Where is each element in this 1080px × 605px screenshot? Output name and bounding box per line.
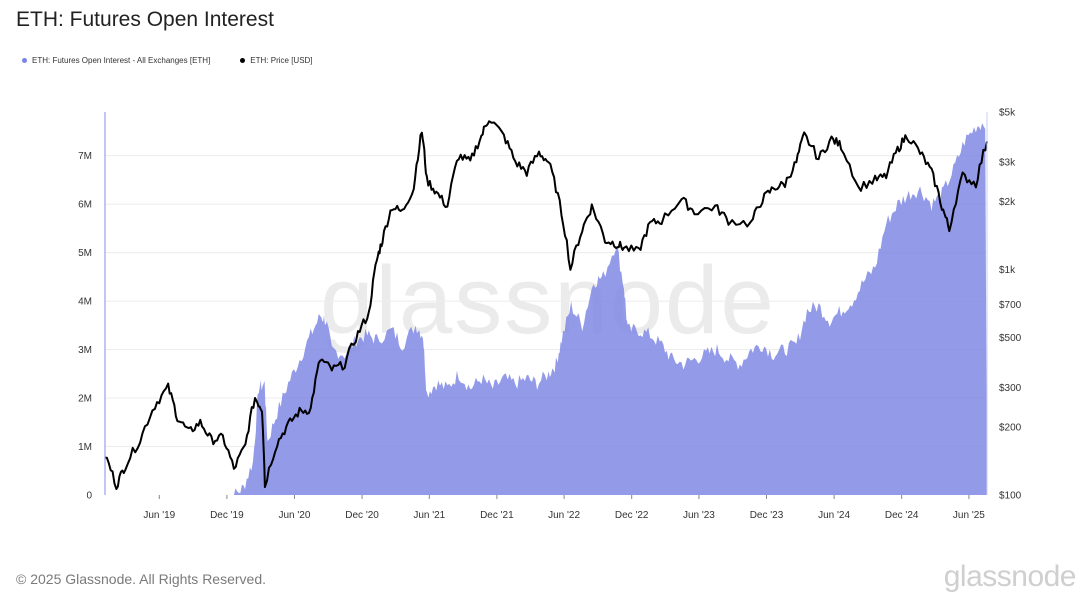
y-left-tick-label: 2M [78,394,92,405]
y-left-tick-label: 6M [78,200,92,211]
x-tick-label: Jun '25 [953,510,985,521]
y-right-tick-label: $700 [999,300,1022,311]
x-tick-label: Jun '23 [683,510,715,521]
legend-label-price: ETH: Price [USD] [250,56,313,65]
y-right-tick-label: $300 [999,383,1022,394]
legend-item-open-interest[interactable]: ETH: Futures Open Interest - All Exchang… [22,56,210,65]
y-left-tick-label: 5M [78,248,92,259]
y-left-tick-label: 7M [78,151,92,162]
legend-swatch-open-interest [22,58,27,63]
x-tick-label: Jun '22 [548,510,580,521]
legend-label-open-interest: ETH: Futures Open Interest - All Exchang… [32,56,211,65]
y-right-tick-label: $1k [999,265,1016,276]
x-tick-label: Dec '23 [750,510,784,521]
x-tick-label: Jun '19 [143,510,175,521]
x-tick-label: Jun '21 [413,510,445,521]
copyright-footer: © 2025 Glassnode. All Rights Reserved. [16,571,267,587]
price-line [104,120,988,490]
x-tick-label: Dec '21 [480,510,514,521]
y-right-tick-label: $5k [999,108,1016,119]
x-tick-label: Dec '20 [345,510,379,521]
y-right-tick-label: $3k [999,158,1016,169]
y-left-tick-label: 0 [86,491,92,502]
x-tick-label: Jun '20 [279,510,311,521]
x-tick-label: Dec '22 [615,510,649,521]
y-left-tick-label: 1M [78,442,92,453]
y-right-tick-label: $100 [999,491,1022,502]
x-tick-label: Dec '24 [885,510,919,521]
brand-logo: glassnode [943,560,1077,593]
x-tick-label: Jun '24 [818,510,850,521]
open-interest-area [222,123,988,495]
y-left-tick-label: 4M [78,297,92,308]
y-left-tick-label: 3M [78,345,92,356]
y-right-tick-label: $200 [999,423,1022,434]
axes-layer: 0 1M 2M 3M 4M 5M 6M 7M $100 $200 $300 $500 $700 $1k $2… [78,108,1022,522]
legend-item-price[interactable]: ETH: Price [USD] [240,56,313,65]
y-right-tick-label: $500 [999,333,1022,344]
legend-swatch-price [240,58,246,63]
chart-title: ETH: Futures Open Interest [16,8,274,31]
price-line-layer [104,120,988,490]
y-right-tick-label: $2k [999,197,1016,208]
x-tick-label: Dec '19 [210,510,244,521]
chart-watermark: glassnode [320,247,776,354]
chart-legend: ETH: Futures Open Interest - All Exchang… [22,56,313,65]
open-interest-area-layer [222,123,988,495]
